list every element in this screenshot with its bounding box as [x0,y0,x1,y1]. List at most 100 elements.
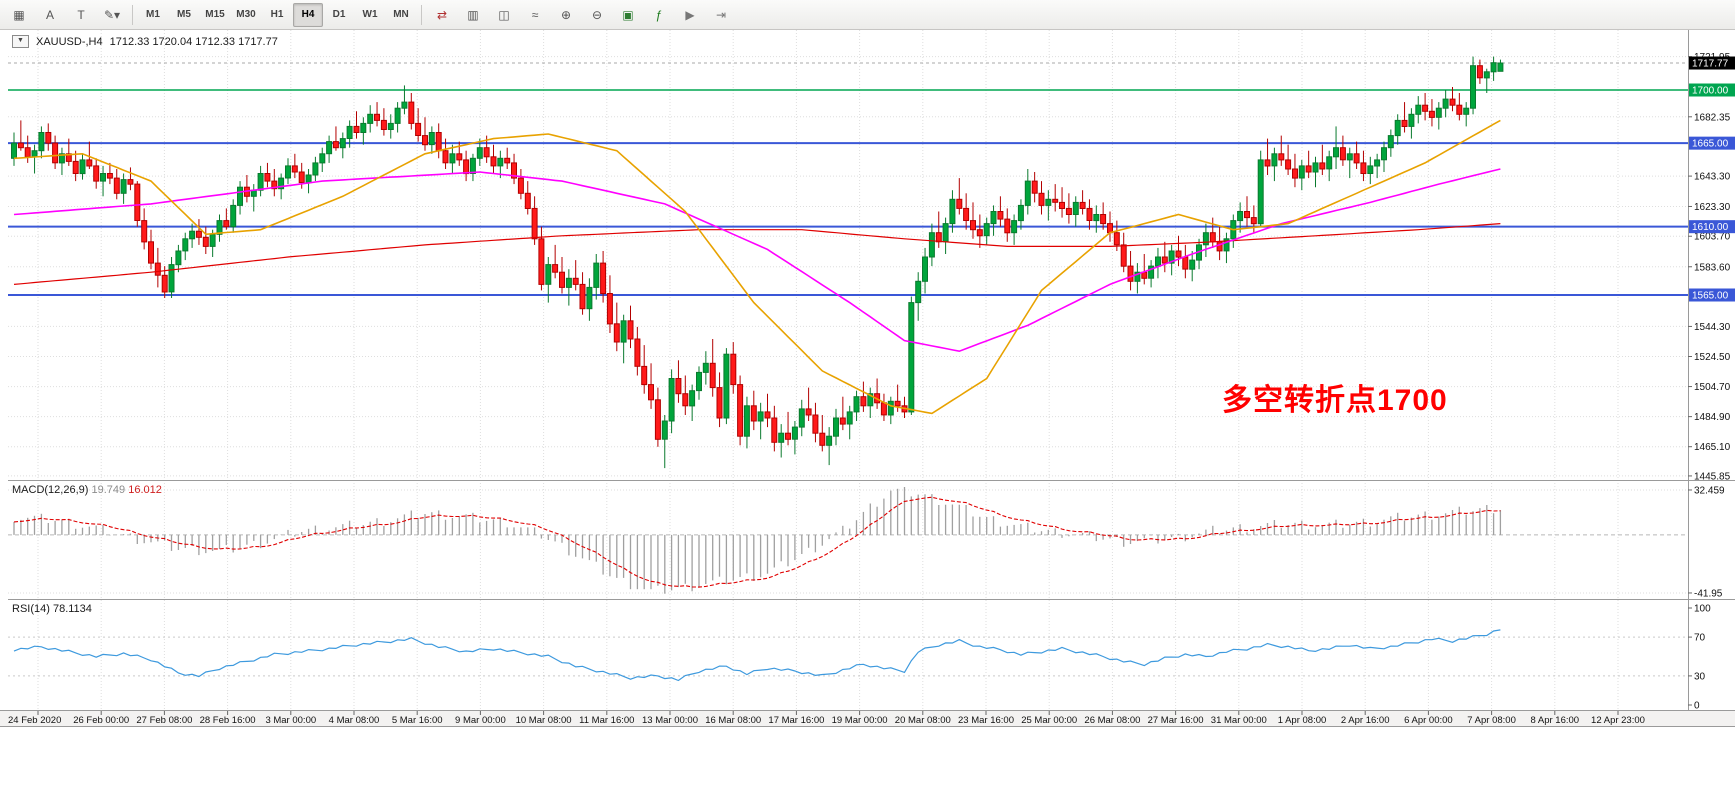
time-axis-label: 1 Apr 08:00 [1278,715,1327,726]
time-axis-label: 6 Apr 00:00 [1404,715,1453,726]
hline-price-box-label: 1665.00 [1692,139,1729,150]
grid-tool-button[interactable]: ▦ [13,7,25,22]
time-axis-label: 10 Mar 08:00 [516,715,572,726]
chart-line-icon[interactable]: ≈ [531,7,539,22]
time-axis-label: 31 Mar 00:00 [1211,715,1267,726]
chart-annotation[interactable]: 多空转折点1700 [1222,384,1448,417]
chart-window: 1721.951682.351643.301623.301603.701583.… [0,30,1735,797]
current-price-box [1689,56,1735,70]
zoom-out-icon[interactable]: ⊖ [591,7,603,22]
price-axis[interactable]: 1721.951682.351643.301623.301603.701583.… [1688,52,1735,482]
toolbar-tools-group: ▦ A T ✎▾ [4,3,127,27]
toolbar-separator [421,4,422,25]
macd-label: MACD(12,26,9) 19.749 16.012 [12,484,162,496]
chart-candles-icon[interactable]: ◫ [498,7,510,22]
arrow-tool-button[interactable]: A [45,7,54,22]
time-axis-strip[interactable] [0,711,1735,726]
rsi-axis-label: 30 [1694,671,1706,682]
price-axis-label: 1623.30 [1694,202,1731,213]
time-axis-label: 4 Mar 08:00 [329,715,380,726]
time-axis-label: 2 Apr 16:00 [1341,715,1390,726]
toolbar-separator [132,4,133,25]
time-axis-label: 23 Mar 16:00 [958,715,1014,726]
price-axis-label: 1544.30 [1694,322,1731,333]
time-axis-label: 24 Feb 2020 [8,715,61,726]
macd-axis-label: 32.459 [1694,485,1725,496]
timeframe-d1-button[interactable]: D1 [332,9,346,20]
macd-signal-line [13,496,1501,588]
one-click-trading-toggle[interactable]: ▼ [12,35,29,48]
indicators-icon[interactable]: ƒ [655,7,663,22]
ma-slow-line [13,223,1501,285]
price-axis-label: 1682.35 [1694,112,1731,123]
time-axis-label: 3 Mar 00:00 [265,715,316,726]
time-axis-label: 16 Mar 08:00 [705,715,761,726]
time-axis-label: 8 Apr 16:00 [1530,715,1579,726]
indicator-axes[interactable]: 32.459 -41.95 100 70 30 0 [1688,485,1725,712]
new-order-icon[interactable]: ⇄ [436,7,448,22]
price-axis-label: 1465.10 [1694,442,1731,453]
rsi-line [13,629,1501,682]
timeframe-m5-button[interactable]: M5 [177,9,191,20]
auto-scroll-icon[interactable]: ▶ [685,7,695,22]
shapes-tool-button[interactable]: ✎▾ [103,7,121,22]
time-axis-label: 17 Mar 16:00 [768,715,824,726]
rsi-label: RSI(14) 78.1134 [12,603,92,615]
current-price-label: 1717.77 [1692,59,1729,70]
timeframe-m15-button[interactable]: M15 [205,9,225,20]
macd-histogram [13,487,1502,594]
timeframe-w1-button[interactable]: W1 [362,9,378,20]
hline-price-box-label: 1565.00 [1692,290,1729,301]
timeframe-h4-button[interactable]: H4 [293,2,323,27]
time-axis-label: 5 Mar 16:00 [392,715,443,726]
time-axis-label: 27 Feb 08:00 [136,715,192,726]
chart-shift-icon[interactable]: ⇥ [715,7,727,22]
rsi-value: 78.1134 [52,603,92,615]
time-axis-label: 25 Mar 00:00 [1021,715,1077,726]
panel-borders [0,30,1735,727]
ohlc-values: 1712.33 1720.04 1712.33 1717.77 [109,35,278,48]
timeframe-h1-button[interactable]: H1 [270,9,284,20]
time-axis-label: 7 Apr 08:00 [1467,715,1516,726]
timeframe-m30-button[interactable]: M30 [236,9,256,20]
price-axis-label: 1524.50 [1694,352,1731,363]
ma-mid-line [13,168,1501,353]
macd-main-value: 19.749 [91,484,126,496]
price-axis-label: 1643.30 [1694,172,1731,183]
text-tool-button[interactable]: T [77,7,85,22]
time-axis-label: 12 Apr 23:00 [1591,715,1645,726]
price-axis-label: 1504.70 [1694,382,1731,393]
time-axis-label: 27 Mar 16:00 [1148,715,1204,726]
price-axis-label: 1445.85 [1694,471,1731,482]
ma-fast-line [13,119,1501,415]
macd-signal-value: 16.012 [128,484,162,496]
time-axis[interactable]: 24 Feb 2020 26 Feb 00:00 27 Feb 08:00 28 Fe… [8,711,1645,726]
grid [8,30,1688,710]
chart-canvas[interactable]: 1721.951682.351643.301623.301603.701583.… [0,30,1735,797]
macd-name: MACD(12,26,9) [12,484,89,496]
zoom-in-icon[interactable]: ⊕ [560,7,572,22]
timeframe-group: M1 M5 M15 M30 H1 H4 D1 W1 MN [138,2,416,27]
horizontal-lines[interactable] [8,62,1688,296]
timeframe-mn-button[interactable]: MN [393,9,409,20]
price-axis-label: 1583.60 [1694,262,1731,273]
tile-windows-icon[interactable]: ▣ [622,7,634,22]
time-axis-label: 26 Feb 00:00 [73,715,129,726]
price-axis-label: 1603.70 [1694,232,1731,243]
rsi-name: RSI(14) [12,603,50,615]
toolbar: ▦ A T ✎▾ M1 M5 M15 M30 H1 H4 D1 W1 MN ⇄ ▥ ◫ ≈ ⊕ ⊖ ▣ ƒ ▶ ⇥ [0,0,1735,30]
toolbar-icons-group: ⇄ ▥ ◫ ≈ ⊕ ⊖ ▣ ƒ ▶ ⇥ [427,3,736,27]
hline-price-box [1689,136,1735,150]
timeframe-m1-button[interactable]: M1 [146,9,160,20]
hline-price-box-label: 1610.00 [1692,222,1729,233]
chart-bars-icon[interactable]: ▥ [467,7,479,22]
symbol-period-label: XAUUSD-,H4 [36,35,103,48]
time-axis-label: 28 Feb 16:00 [200,715,256,726]
hline-price-box [1689,288,1735,302]
time-axis-label: 26 Mar 08:00 [1084,715,1140,726]
time-axis-label: 9 Mar 00:00 [455,715,506,726]
hline-price-box [1689,220,1735,234]
time-axis-label: 20 Mar 08:00 [895,715,951,726]
price-axis-label: 1484.90 [1694,412,1731,423]
time-axis-label: 19 Mar 00:00 [832,715,888,726]
